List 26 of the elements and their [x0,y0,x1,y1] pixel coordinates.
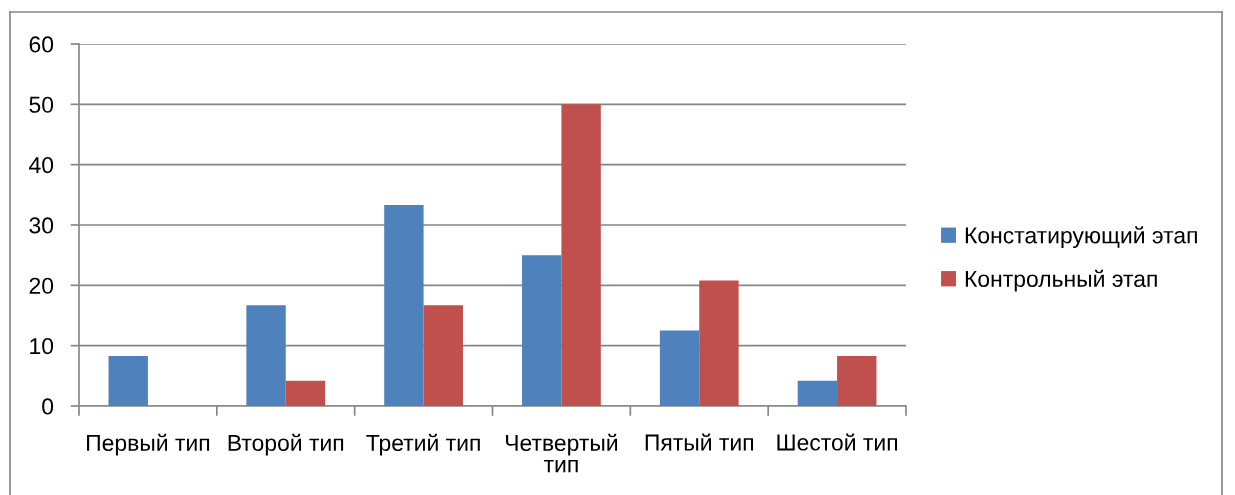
bar [285,380,326,406]
y-tick-label: 0 [42,398,54,415]
legend-label: Контрольный этап [965,269,1157,292]
bar [561,104,601,406]
bar [246,305,286,406]
bar [108,355,148,406]
bar [423,305,463,406]
bar [522,255,562,406]
x-tick-label: Пятый тип [645,433,754,451]
y-tick-label: 40 [29,156,54,174]
bar [837,355,877,406]
y-tick-label: 50 [29,96,54,113]
bar [384,205,424,406]
y-tick-label: 60 [29,36,54,53]
x-tick-label: Четвертый тип [506,433,618,473]
x-tick-label: Второй тип [228,433,344,456]
legend-label: Констатирующий этап [965,226,1197,248]
y-tick-label: 10 [30,337,54,355]
bar [797,380,838,406]
y-tick-label: 30 [29,217,54,234]
x-tick-label: Шестой тип [777,433,898,451]
bar [659,330,700,406]
x-tick-label: Третий тип [366,433,480,456]
y-tick-label: 20 [29,277,54,294]
x-tick-label: Первый тип [87,433,210,456]
bar [699,280,739,406]
